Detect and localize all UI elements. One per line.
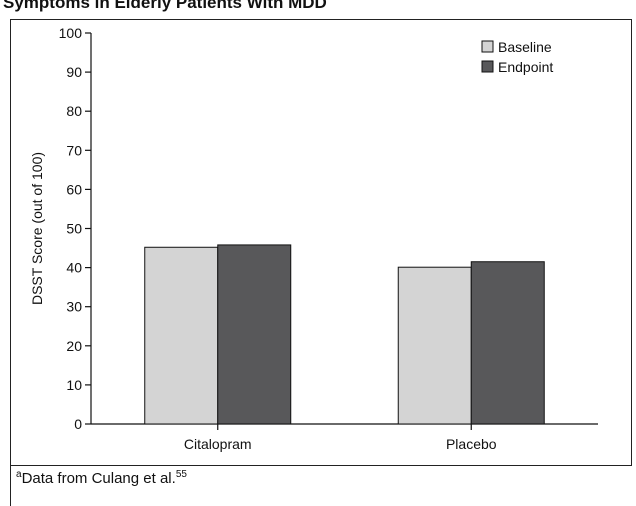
x-tick-label: Citalopram bbox=[184, 436, 252, 452]
y-tick-label: 60 bbox=[66, 181, 82, 197]
legend-label-endpoint: Endpoint bbox=[498, 59, 553, 75]
legend-swatch-baseline bbox=[481, 40, 494, 53]
y-tick-label: 30 bbox=[66, 299, 82, 315]
y-tick-label: 100 bbox=[59, 25, 83, 41]
chart-title: Symptoms in Elderly Patients With MDD bbox=[3, 0, 327, 12]
footnote-text: Data from Culang et al. bbox=[21, 470, 176, 487]
y-tick-label: 50 bbox=[66, 221, 82, 237]
footnote-box bbox=[10, 465, 632, 506]
y-tick-label: 70 bbox=[66, 142, 82, 158]
footnote: aData from Culang et al.55 bbox=[16, 469, 187, 487]
bar-endpoint-placebo bbox=[470, 261, 545, 425]
bar-baseline-citalopram bbox=[144, 246, 219, 425]
legend-label-baseline: Baseline bbox=[498, 39, 552, 55]
y-tick-label: 10 bbox=[66, 377, 82, 393]
chart-frame bbox=[10, 19, 632, 466]
x-tick-label: Placebo bbox=[446, 436, 497, 452]
y-axis-title: DSST Score (out of 100) bbox=[29, 152, 45, 305]
bar-endpoint-citalopram bbox=[217, 244, 292, 425]
y-tick-label: 80 bbox=[66, 103, 82, 119]
y-tick-label: 0 bbox=[74, 416, 82, 432]
footnote-ref: 55 bbox=[175, 469, 187, 480]
legend-swatch-endpoint bbox=[481, 60, 494, 73]
y-tick-label: 40 bbox=[66, 260, 82, 276]
y-tick-label: 90 bbox=[66, 64, 82, 80]
y-tick-label: 20 bbox=[66, 338, 82, 354]
bar-baseline-placebo bbox=[397, 266, 472, 425]
footnote-marker: a bbox=[16, 469, 22, 480]
